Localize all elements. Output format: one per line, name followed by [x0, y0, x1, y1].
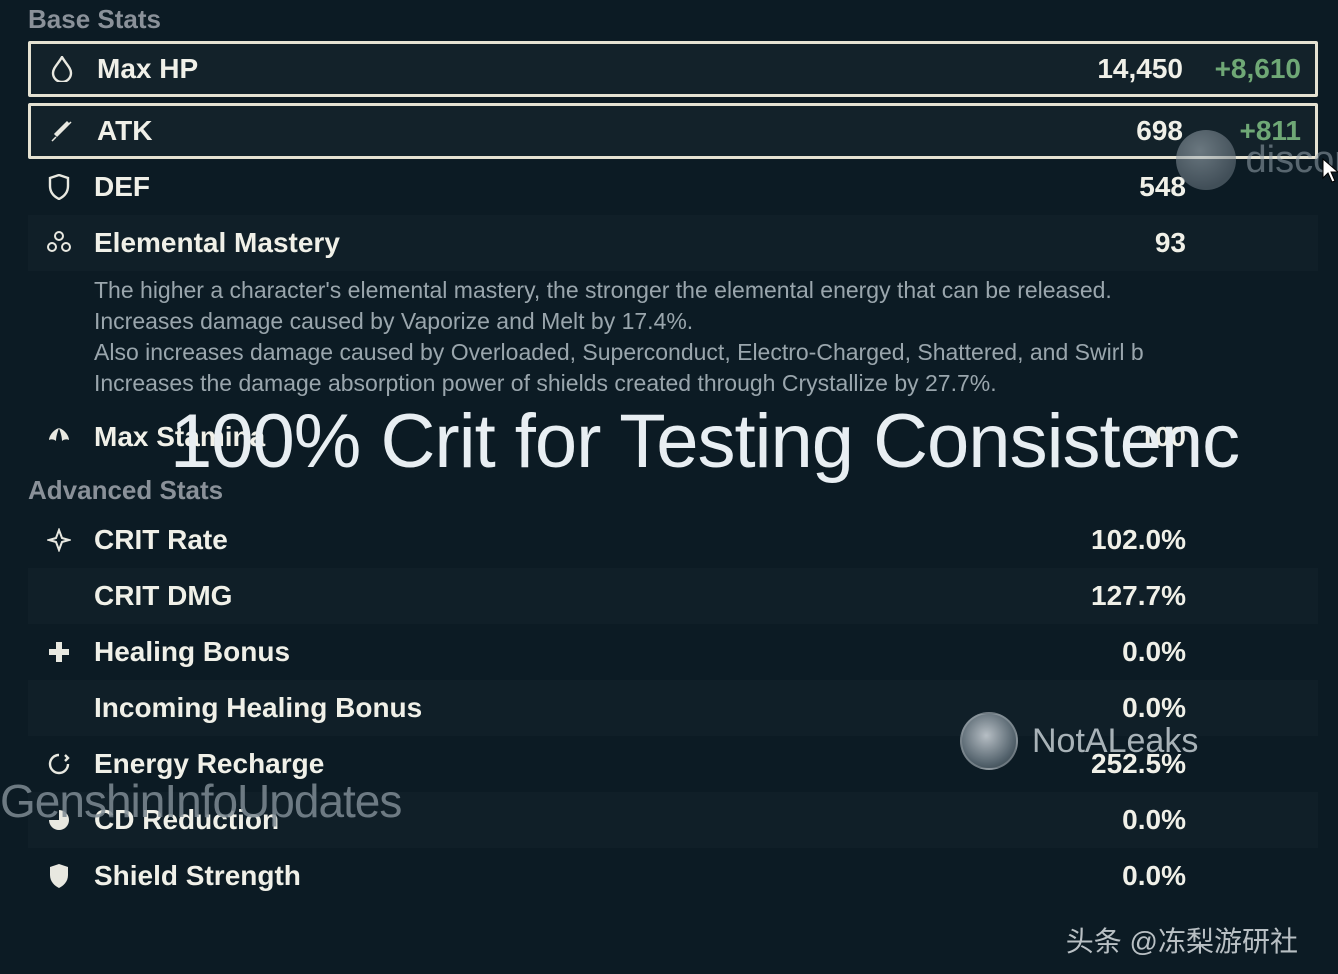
watermark-toutiao: 头条 @冻梨游研社 — [1066, 920, 1298, 960]
stat-value: 0.0% — [1066, 636, 1186, 668]
stat-row-crit-dmg[interactable]: CRIT DMG 127.7% — [28, 568, 1318, 624]
stat-row-atk[interactable]: ATK 698 +811 — [28, 103, 1318, 159]
discord-avatar-icon — [1176, 130, 1236, 190]
em-desc-line: Also increases damage caused by Overload… — [94, 337, 1304, 368]
overlay-text-crit: 100% Crit for Testing Consistenc — [170, 398, 1239, 485]
stat-value: 93 — [1066, 227, 1186, 259]
cursor-icon — [1322, 158, 1338, 184]
shield-strength-icon — [42, 863, 76, 889]
stat-row-def[interactable]: DEF 548 — [28, 159, 1318, 215]
em-desc-line: The higher a character's elemental maste… — [94, 275, 1304, 306]
watermark-notaleaks-text: NotALeaks — [1032, 722, 1198, 761]
stat-value: 548 — [1066, 171, 1186, 203]
stat-bonus: +8,610 — [1201, 53, 1301, 85]
em-desc-line: Increases damage caused by Vaporize and … — [94, 306, 1304, 337]
stat-value: 102.0% — [1066, 524, 1186, 556]
em-description: The higher a character's elemental maste… — [28, 271, 1318, 409]
hp-droplet-icon — [45, 56, 79, 82]
watermark-giu: GenshinInfoUpdates — [0, 774, 401, 828]
stat-row-crit-rate[interactable]: CRIT Rate 102.0% — [28, 512, 1318, 568]
stat-label: CRIT Rate — [94, 524, 1066, 556]
crit-rate-icon — [42, 528, 76, 552]
notaleaks-avatar-icon — [960, 712, 1018, 770]
energy-recharge-icon — [42, 752, 76, 776]
stat-row-em[interactable]: Elemental Mastery 93 — [28, 215, 1318, 271]
stat-value: 14,450 — [1063, 53, 1183, 85]
stat-label: DEF — [94, 171, 1066, 203]
stat-label: Max HP — [97, 53, 1063, 85]
stat-value: 0.0% — [1066, 860, 1186, 892]
watermark-notaleaks: NotALeaks — [960, 712, 1198, 770]
stat-label: Healing Bonus — [94, 636, 1066, 668]
em-desc-line: Increases the damage absorption power of… — [94, 368, 1304, 399]
stat-label: Shield Strength — [94, 860, 1066, 892]
healing-plus-icon — [42, 641, 76, 663]
def-shield-icon — [42, 174, 76, 200]
stat-label: ATK — [97, 115, 1063, 147]
stat-label: Elemental Mastery — [94, 227, 1066, 259]
stat-row-healing[interactable]: Healing Bonus 0.0% — [28, 624, 1318, 680]
base-stats-header: Base Stats — [28, 0, 1318, 41]
stat-value: 127.7% — [1066, 580, 1186, 612]
stamina-wing-icon — [42, 426, 76, 448]
em-flower-icon — [42, 230, 76, 256]
stat-row-max-hp[interactable]: Max HP 14,450 +8,610 — [28, 41, 1318, 97]
atk-sword-icon — [45, 119, 79, 143]
watermark-discord: discord — [1176, 130, 1338, 190]
stat-row-shield-strength[interactable]: Shield Strength 0.0% — [28, 848, 1318, 904]
stat-label: CRIT DMG — [94, 580, 1066, 612]
stat-label: Incoming Healing Bonus — [94, 692, 1066, 724]
stat-value: 698 — [1063, 115, 1183, 147]
stat-value: 0.0% — [1066, 804, 1186, 836]
